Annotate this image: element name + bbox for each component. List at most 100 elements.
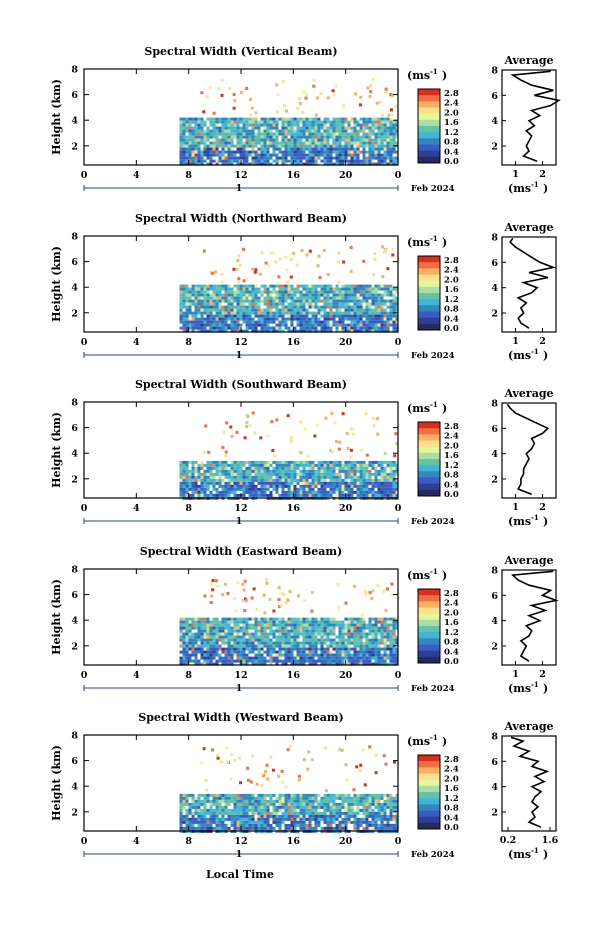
heatmap-cell [220, 78, 224, 82]
heatmap-cell [233, 150, 237, 154]
heatmap-cell [230, 650, 234, 654]
heatmap-cell [212, 329, 216, 333]
heatmap-cell [337, 251, 341, 255]
heatmap-cell [221, 638, 225, 642]
heatmap-cell [203, 153, 207, 157]
heatmap-cell [194, 662, 198, 666]
heatmap-cell [332, 150, 336, 154]
heatmap-cell [233, 662, 237, 666]
heatmap-cell [230, 129, 234, 133]
heatmap-cell [260, 820, 264, 824]
heatmap-cell [255, 607, 259, 611]
heatmap-cell [221, 796, 225, 800]
heatmap-cell [293, 644, 297, 648]
heatmap-cell [317, 466, 321, 470]
heatmap-cell [227, 123, 231, 127]
heatmap-cells [179, 744, 399, 833]
heatmap-cell [272, 454, 276, 458]
heatmap-cell [290, 617, 294, 621]
heatmap-cell [194, 123, 198, 127]
heatmap-cell [296, 296, 300, 300]
heatmap-cell [341, 647, 345, 651]
heatmap-cell [311, 493, 315, 497]
heatmap-cell [251, 296, 255, 300]
heatmap-cell [305, 463, 309, 467]
heatmap-cell [197, 463, 201, 467]
heatmap-cell [179, 460, 183, 464]
heatmap-cell [203, 305, 207, 309]
heatmap-cell [302, 141, 306, 145]
heatmap-cell [203, 493, 207, 497]
heatmap-cell [194, 314, 198, 318]
heatmap-cell [296, 493, 300, 497]
heatmap-cell [242, 820, 246, 824]
heatmap-cell [264, 578, 268, 582]
heatmap-cell [245, 296, 249, 300]
colorbar-swatch [418, 299, 440, 306]
heatmap-cell [257, 162, 261, 166]
heatmap-cell [218, 117, 222, 121]
heatmap-cell [368, 135, 372, 139]
heatmap-cell [185, 287, 189, 291]
heatmap-cell [200, 638, 204, 642]
heatmap-cell [308, 644, 312, 648]
heatmap-cell [197, 820, 201, 824]
heatmap-cell [330, 411, 334, 415]
heatmap-cell [236, 617, 240, 621]
heatmap-cell [347, 126, 351, 130]
heatmap-cell [371, 314, 375, 318]
heatmap-cell [308, 153, 312, 157]
heatmap-cell [197, 802, 201, 806]
heatmap-cell [188, 805, 192, 809]
heatmap-cell [260, 653, 264, 657]
heatmap-cell [353, 138, 357, 142]
heatmap-cell [359, 326, 363, 330]
heatmap-cell [362, 162, 366, 166]
heatmap-cell [323, 466, 327, 470]
heatmap-cell [373, 258, 377, 261]
heatmap-cell [257, 620, 261, 624]
heatmap-cell [359, 162, 363, 166]
heatmap-cell [305, 120, 309, 124]
heatmap-cell [236, 287, 240, 291]
heatmap-cell [242, 814, 246, 818]
heatmap-cell [216, 584, 220, 588]
heatmap-cell [289, 439, 293, 443]
heatmap-cell [197, 296, 201, 300]
heatmap-cell [266, 311, 270, 315]
heatmap-cell [212, 662, 216, 666]
heatmap-cell [227, 296, 231, 300]
heatmap-cell [296, 302, 300, 306]
heatmap-cell [347, 159, 351, 163]
heatmap-cell [308, 144, 312, 148]
heatmap-cell [254, 626, 258, 630]
heatmap-cell [368, 153, 372, 157]
heatmap-cell [326, 147, 330, 151]
heatmap-cell [377, 617, 381, 621]
avg-x-label-exp: -1 [531, 347, 539, 356]
heatmap-cell [206, 799, 210, 803]
heatmap-cell [194, 308, 198, 312]
heatmap-cell [383, 126, 387, 130]
heatmap-cell [245, 141, 249, 145]
heatmap-cell [344, 138, 348, 142]
heatmap-cell [392, 123, 396, 127]
heatmap-cell [359, 141, 363, 145]
heatmap-cell [212, 617, 216, 621]
heatmap-cell [179, 635, 183, 639]
heatmap-cell [272, 487, 276, 491]
heatmap-cell [185, 284, 189, 288]
heatmap-cell [362, 460, 366, 464]
heatmap-cell [248, 656, 252, 660]
heatmap-cell [320, 320, 324, 324]
heatmap-cell [236, 326, 240, 330]
heatmap-cell [236, 799, 240, 803]
heatmap-cell [395, 620, 399, 624]
heatmap-cell [242, 460, 246, 464]
heatmap-cell [224, 650, 228, 654]
heatmap-cell [335, 478, 339, 482]
heatmap-cell [275, 290, 279, 294]
heatmap-cell [392, 156, 396, 160]
heatmap-cell [290, 308, 294, 312]
heatmap-cell [346, 446, 350, 450]
